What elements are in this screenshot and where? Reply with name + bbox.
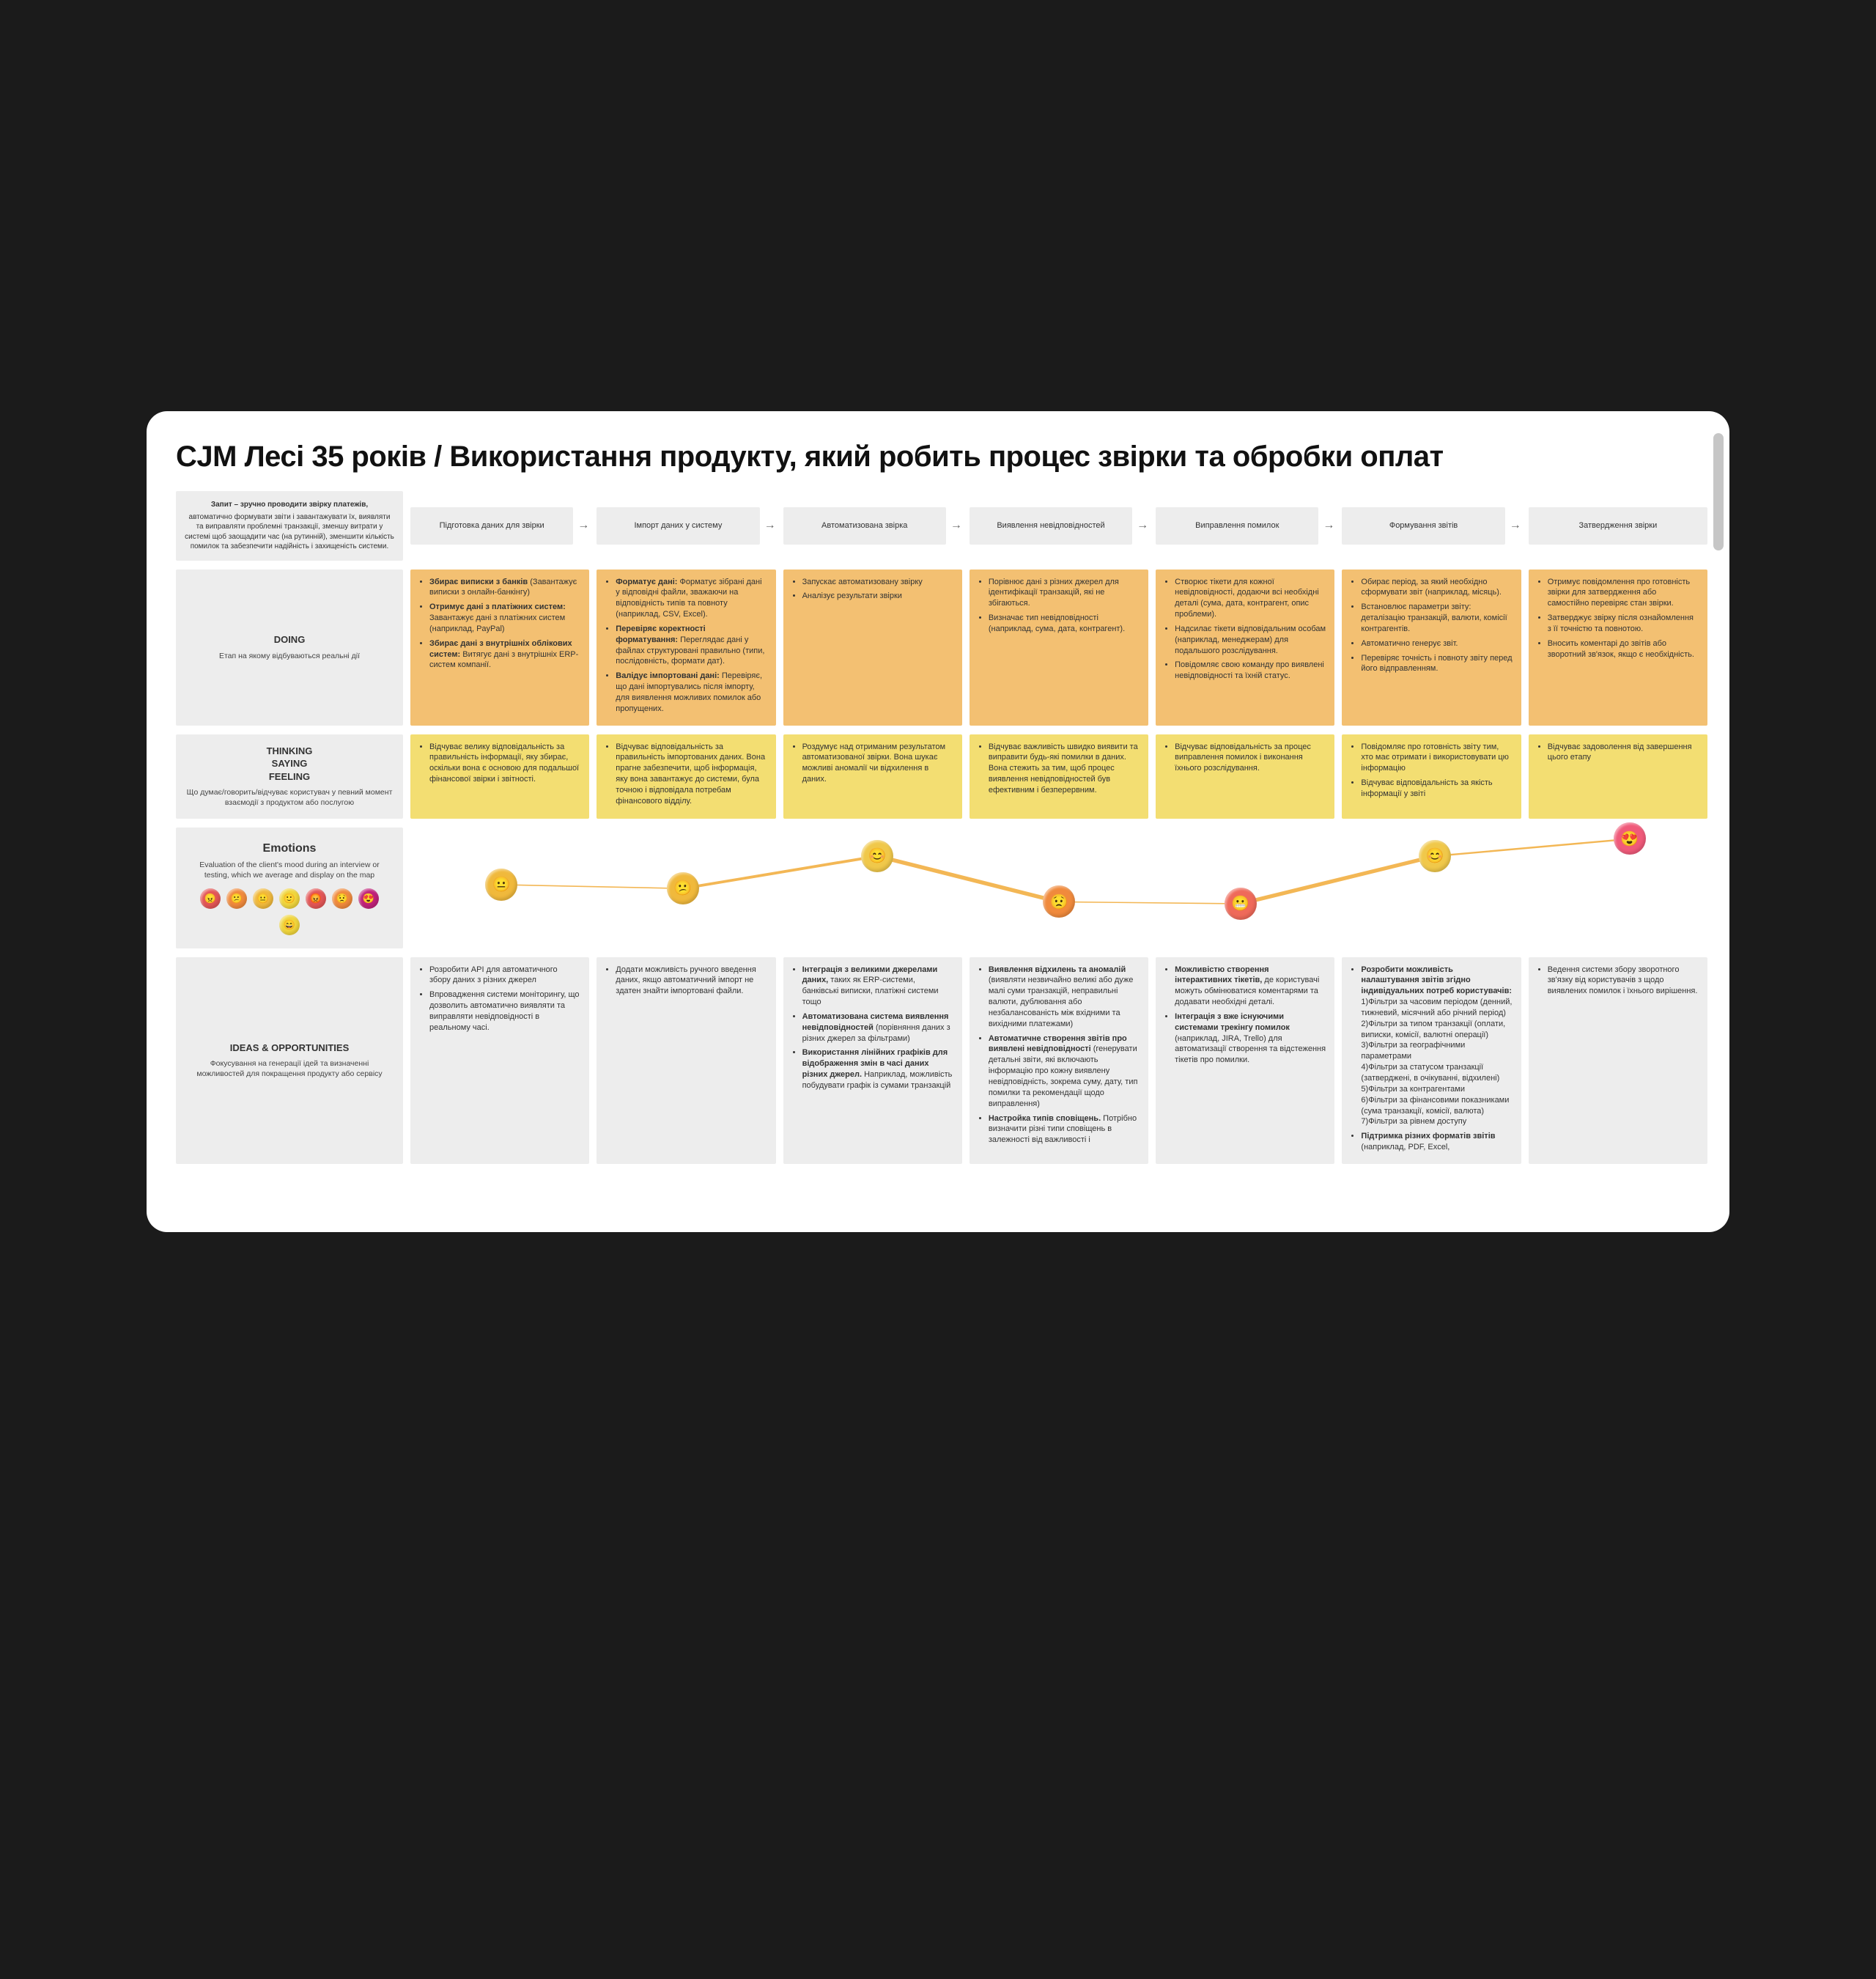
emoji-legend-icon bbox=[332, 888, 352, 909]
arrow-icon: → bbox=[1510, 519, 1521, 532]
emoji-legend-icon bbox=[358, 888, 379, 909]
emoji-legend-icon bbox=[279, 915, 300, 935]
thinking-6: Відчуває задоволення від завершення цьог… bbox=[1529, 734, 1707, 819]
ideas-5: Розробити можливість налаштування звітів… bbox=[1342, 957, 1521, 1164]
ideas-2: Інтеграція з великими джерелами даних, т… bbox=[783, 957, 962, 1164]
emotion-point-4 bbox=[1225, 888, 1257, 920]
emoji-legend-icon bbox=[226, 888, 247, 909]
doing-0: Збирає виписки з банків (Завантажує випи… bbox=[410, 570, 589, 726]
doing-3: Порівнює дані з різних джерел для іденти… bbox=[970, 570, 1148, 726]
thinking-0: Відчуває велику відповідальність за прав… bbox=[410, 734, 589, 819]
ideas-3: Виявлення відхилень та аномалій (виявлят… bbox=[970, 957, 1148, 1164]
doing-2: Запускає автоматизовану звіркуАналізує р… bbox=[783, 570, 962, 726]
thinking-4: Відчуває відповідальність за процес випр… bbox=[1156, 734, 1334, 819]
emotion-point-0 bbox=[485, 869, 517, 901]
emotion-point-3 bbox=[1043, 885, 1075, 918]
thinking-label: THINKING SAYING FEELINGЩо думає/говорить… bbox=[176, 734, 403, 819]
emotion-point-6 bbox=[1614, 822, 1646, 855]
thinking-3: Відчуває важливість швидко виявити та ви… bbox=[970, 734, 1148, 819]
ideas-1: Додати можливість ручного введення даних… bbox=[597, 957, 775, 1164]
ideas-6: Ведення системи збору зворотного зв'язку… bbox=[1529, 957, 1707, 1164]
arrow-icon: → bbox=[1137, 519, 1148, 532]
ideas-4: Можливістю створення інтерактивних тікет… bbox=[1156, 957, 1334, 1164]
phase-5: Формування звітів bbox=[1342, 507, 1504, 545]
arrow-icon: → bbox=[1323, 519, 1334, 532]
phase-0: Підготовка даних для звірки bbox=[410, 507, 573, 545]
phase-6: Затвердження звірки bbox=[1529, 507, 1707, 545]
doing-1: Форматує дані: Форматує зібрані дані у в… bbox=[597, 570, 775, 726]
arrow-icon: → bbox=[764, 519, 776, 532]
title-bold: CJM Лесі 35 років / bbox=[176, 441, 449, 473]
phase-2: Автоматизована звірка bbox=[783, 507, 946, 545]
emoji-legend-icon bbox=[253, 888, 273, 909]
emoji-legend-icon bbox=[306, 888, 326, 909]
doing-label: DOINGЕтап на якому відбуваються реальні … bbox=[176, 570, 403, 726]
cjm-frame: CJM Лесі 35 років / Використання продукт… bbox=[147, 411, 1729, 1232]
emotion-point-1 bbox=[667, 872, 699, 904]
thinking-5: Повідомляє про готовність звіту тим, хто… bbox=[1342, 734, 1521, 819]
zapyt: Запит – зручно проводити звірку платежів… bbox=[176, 491, 403, 561]
ideas-label: IDEAS & OPPORTUNITIESФокусування на гене… bbox=[176, 957, 403, 1164]
emotions-label: EmotionsEvaluation of the client's mood … bbox=[176, 828, 403, 948]
doing-5: Обирає період, за який необхідно сформув… bbox=[1342, 570, 1521, 726]
title-rest: Використання продукту, який робить проце… bbox=[449, 441, 1443, 473]
phase-4: Виправлення помилок bbox=[1156, 507, 1318, 545]
emotion-point-2 bbox=[861, 840, 893, 872]
arrow-icon: → bbox=[950, 519, 962, 532]
emoji-legend-icon bbox=[200, 888, 221, 909]
thinking-1: Відчуває відповідальність за правильніст… bbox=[597, 734, 775, 819]
emotion-track bbox=[410, 828, 1707, 923]
ideas-0: Розробити API для автоматичного збору да… bbox=[410, 957, 589, 1164]
doing-4: Створює тікети для кожної невідповідност… bbox=[1156, 570, 1334, 726]
phase-1: Імпорт даних у систему bbox=[597, 507, 759, 545]
phase-3: Виявлення невідповідностей bbox=[970, 507, 1132, 545]
arrow-icon: → bbox=[577, 519, 589, 532]
scrollbar[interactable] bbox=[1713, 433, 1724, 550]
thinking-2: Роздумує над отриманим результатом автом… bbox=[783, 734, 962, 819]
emoji-legend-icon bbox=[279, 888, 300, 909]
emotion-point-5 bbox=[1419, 840, 1451, 872]
doing-6: Отримує повідомлення про готовність звір… bbox=[1529, 570, 1707, 726]
page-title: CJM Лесі 35 років / Використання продукт… bbox=[176, 441, 1707, 473]
